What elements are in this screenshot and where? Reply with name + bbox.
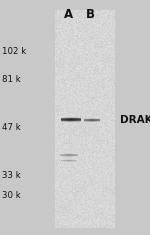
Text: B: B bbox=[85, 8, 94, 21]
Text: 102 k: 102 k bbox=[2, 47, 26, 56]
Text: 47 k: 47 k bbox=[2, 124, 21, 133]
Text: A: A bbox=[63, 8, 73, 21]
Text: DRAK1: DRAK1 bbox=[120, 115, 150, 125]
Text: 30 k: 30 k bbox=[2, 192, 21, 200]
Bar bbox=[55, 10, 115, 228]
Text: 81 k: 81 k bbox=[2, 75, 21, 85]
Text: 33 k: 33 k bbox=[2, 171, 21, 180]
